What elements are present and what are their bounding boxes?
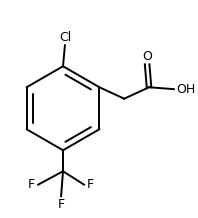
Text: F: F: [28, 178, 35, 191]
Text: O: O: [142, 50, 152, 63]
Text: OH: OH: [176, 83, 195, 96]
Text: F: F: [58, 198, 65, 211]
Text: Cl: Cl: [59, 31, 71, 44]
Text: F: F: [87, 178, 94, 191]
